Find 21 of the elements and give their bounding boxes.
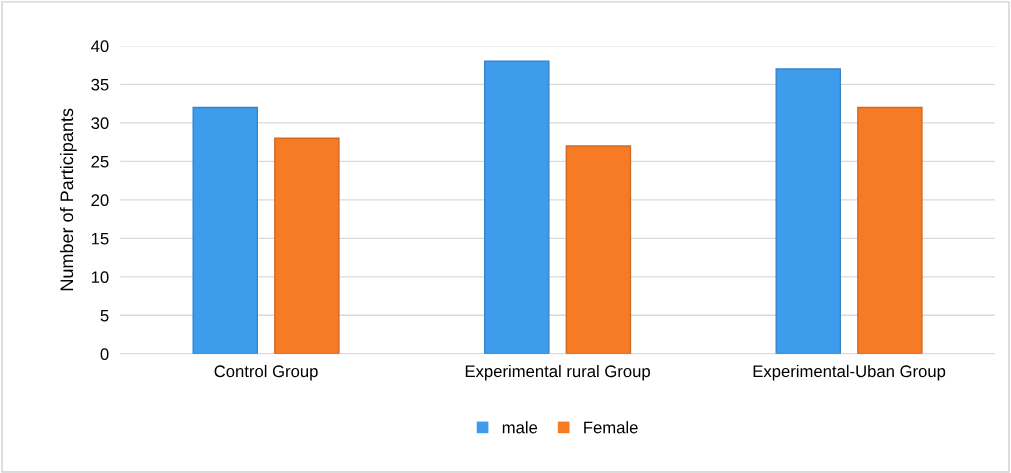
legend-label: Female (584, 421, 638, 434)
x-tick-label: Experimental-Uban Group (753, 364, 946, 381)
y-tick-label: 0 (100, 348, 109, 361)
x-tick-label: Experimental rural Group (465, 364, 650, 381)
bar (565, 145, 632, 354)
bar (857, 106, 923, 354)
x-tick-label: Control Group (214, 364, 318, 381)
bar (483, 60, 550, 354)
y-tick-label: 30 (91, 117, 109, 130)
y-tick-label: 40 (91, 40, 109, 53)
y-tick-label: 15 (91, 232, 109, 245)
bar (775, 68, 842, 354)
bar (274, 137, 340, 354)
bar (192, 106, 259, 354)
y-tick-label: 25 (91, 155, 109, 168)
y-tick-label: 5 (100, 309, 109, 322)
y-axis-title: Number of Participants (59, 108, 77, 291)
y-tick-label: 20 (91, 194, 109, 207)
y-tick-label: 10 (91, 271, 109, 284)
y-tick-label: 35 (91, 78, 109, 91)
legend-label: male (502, 421, 538, 434)
